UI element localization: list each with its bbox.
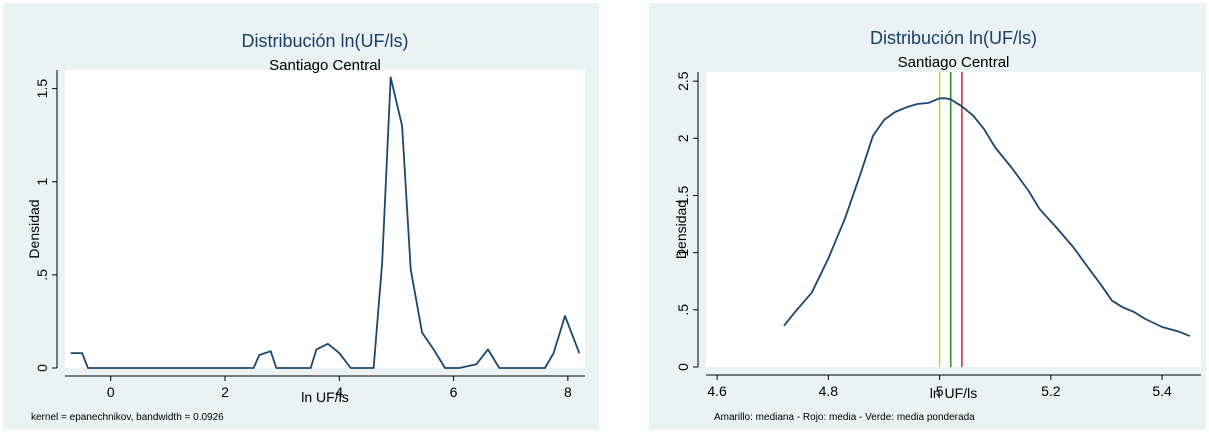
x-tick-label: 0 xyxy=(107,384,115,400)
y-tick-label: 1 xyxy=(34,178,50,186)
chart-svg: 0 .5 1 1.5 2 2.5 4.6 4.8 5 5.2 5.4 Distribución ln(… xyxy=(649,3,1206,430)
y-tick-label: 1 xyxy=(675,249,691,257)
x-axis-label: ln UF/ls xyxy=(930,385,977,401)
density-line xyxy=(70,76,581,369)
chart-subtitle: Santiago Central xyxy=(898,54,1010,71)
x-tick-label: 5 xyxy=(936,383,944,399)
chart-note: kernel = epanechnikov, bandwidth = 0.092… xyxy=(31,412,224,423)
y-tick-label: 2 xyxy=(675,134,691,142)
plot-area xyxy=(65,70,585,368)
y-tick-label: .5 xyxy=(675,304,691,316)
y-tick-label: 1.5 xyxy=(675,186,691,206)
y-axis-label: Densidad xyxy=(26,199,42,258)
chart-title: Distribución ln(UF/ls) xyxy=(870,28,1037,48)
x-tick-label: 5.2 xyxy=(1041,383,1061,399)
x-tick-label: 6 xyxy=(450,384,458,400)
x-tick-label: 4 xyxy=(335,384,343,400)
x-axis-label: ln UF/ls xyxy=(301,389,348,405)
x-tick-label: 8 xyxy=(564,384,572,400)
y-tick-label: 2.5 xyxy=(675,71,691,91)
x-tick-label: 5.4 xyxy=(1152,383,1172,399)
x-tick-label: 4.6 xyxy=(707,383,727,399)
chart-svg: 0 .5 1 1.5 0 2 4 6 8 Distribución ln(UF/ls) Santia… xyxy=(3,3,599,430)
density-chart-right: 0 .5 1 1.5 2 2.5 4.6 4.8 5 5.2 5.4 Distribución ln(… xyxy=(646,0,1209,433)
plot-area xyxy=(706,72,1201,367)
y-tick-label: 0 xyxy=(675,363,691,371)
x-tick-label: 2 xyxy=(221,384,229,400)
y-tick-label: .5 xyxy=(34,269,50,281)
chart-title: Distribución ln(UF/ls) xyxy=(241,31,408,51)
y-axis-label: Densidad xyxy=(673,200,689,259)
x-tick-label: 4.8 xyxy=(819,383,839,399)
density-chart-left: 0 .5 1 1.5 0 2 4 6 8 Distribución ln(UF/ls) Santia… xyxy=(0,0,602,433)
chart-subtitle: Santiago Central xyxy=(269,57,381,74)
chart-note: Amarillo: mediana - Rojo: media - Verde:… xyxy=(714,412,975,423)
density-line xyxy=(783,97,1191,337)
y-tick-label: 1.5 xyxy=(34,79,50,99)
y-tick-label: 0 xyxy=(34,364,50,372)
